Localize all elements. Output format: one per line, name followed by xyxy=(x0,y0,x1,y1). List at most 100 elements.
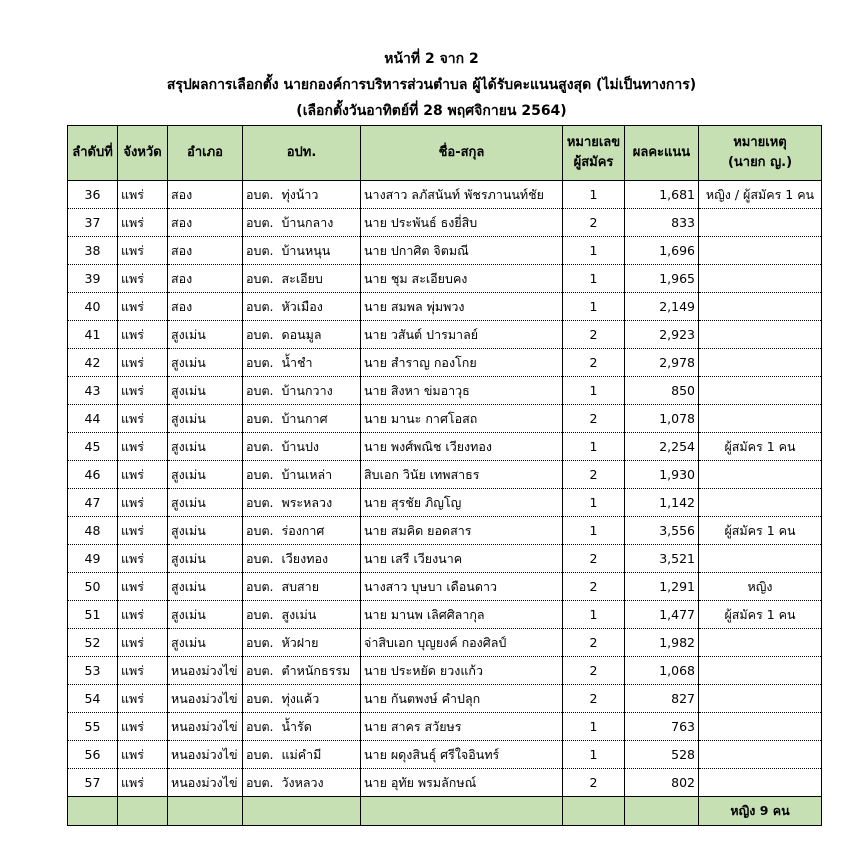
table-cell: 48 xyxy=(67,516,118,545)
table-cell: สิบเอก วินัย เทพสาธร xyxy=(360,460,563,489)
table-row: 46 แพร่ สูงเม่น อบต. บ้านเหล่า สิบเอก วินัย … xyxy=(67,460,822,489)
table-cell: อบต. แม่คำมี xyxy=(242,740,361,769)
table-cell: 2,254 xyxy=(624,432,699,461)
table-cell: อบต. บ้านกวาง xyxy=(242,376,361,405)
table-cell: นาย ผดุงสินธุ์ ศรีใจอินทร์ xyxy=(360,740,563,769)
header-text: จังหวัด xyxy=(123,145,162,160)
subtitle: (เลือกตั้งวันอาทิตย์ที่ 28 พฤศจิกายน 256… xyxy=(296,103,567,119)
footer-note: หญิง 9 คน xyxy=(698,796,822,826)
header-text: หมายเหตุ xyxy=(733,135,787,150)
table-cell: อบต. เวียงทอง xyxy=(242,544,361,573)
table-cell xyxy=(698,404,822,433)
table-row: 50 แพร่ สูงเม่น อบต. สบสาย นางสาว บุษบา เดือ… xyxy=(67,572,822,601)
table-cell: แพร่ xyxy=(117,740,168,769)
table-cell: ผู้สมัคร 1 คน xyxy=(698,432,822,461)
table-cell: 1 xyxy=(562,292,625,321)
table-cell: อบต. บ้านหนุน xyxy=(242,236,361,265)
table-cell xyxy=(698,740,822,769)
table-cell: 2 xyxy=(562,572,625,601)
table-cell: 2,923 xyxy=(624,320,699,349)
table-cell: สูงเม่น xyxy=(167,460,243,489)
table-cell xyxy=(698,376,822,405)
table-cell: หนองม่วงไข่ xyxy=(167,656,243,685)
footer-cell xyxy=(360,796,563,826)
table-cell: นาย ประพันธ์ ธงยี่สิบ xyxy=(360,208,563,237)
table-cell: 3,521 xyxy=(624,544,699,573)
table-cell: หนองม่วงไข่ xyxy=(167,712,243,741)
table-cell: 763 xyxy=(624,712,699,741)
table-cell: 833 xyxy=(624,208,699,237)
table-cell: 802 xyxy=(624,768,699,797)
table-cell: 2 xyxy=(562,404,625,433)
table-row: 42 แพร่ สูงเม่น อบต. น้ำชำ นาย สำราญ กองโกย 2… xyxy=(67,348,822,377)
table-cell: 1,930 xyxy=(624,460,699,489)
table-cell: 37 xyxy=(67,208,118,237)
table-cell: แพร่ xyxy=(117,656,168,685)
table-cell: อบต. น้ำรัด xyxy=(242,712,361,741)
column-header: ผลคะแนน xyxy=(624,125,699,181)
table-row: 45 แพร่ สูงเม่น อบต. บ้านปง นาย พงศ์พณิช เวี… xyxy=(67,432,822,461)
footer-cell xyxy=(624,796,699,826)
table-cell: สูงเม่น xyxy=(167,544,243,573)
table-row: 49 แพร่ สูงเม่น อบต. เวียงทอง นาย เสรี เวียง… xyxy=(67,544,822,573)
table-cell: แพร่ xyxy=(117,684,168,713)
table-cell: 1 xyxy=(562,740,625,769)
header-text: ผู้สมัคร xyxy=(573,155,614,170)
table-cell: แพร่ xyxy=(117,404,168,433)
table-cell: 2 xyxy=(562,208,625,237)
table-row: 41 แพร่ สูงเม่น อบต. ดอนมูล นาย วสันต์ ปารมา… xyxy=(67,320,822,349)
table-cell xyxy=(698,292,822,321)
table-cell xyxy=(698,348,822,377)
table-cell: 528 xyxy=(624,740,699,769)
column-header: หมายเลข ผู้สมัคร xyxy=(562,125,625,181)
table-cell xyxy=(698,656,822,685)
footer-cell xyxy=(67,796,118,826)
table-cell: 1 xyxy=(562,488,625,517)
table-cell: 55 xyxy=(67,712,118,741)
footer-cell xyxy=(242,796,361,826)
table-cell: แพร่ xyxy=(117,432,168,461)
table-cell: 40 xyxy=(67,292,118,321)
table-cell: 1 xyxy=(562,712,625,741)
table-cell: สูงเม่น xyxy=(167,320,243,349)
table-cell: 1,696 xyxy=(624,236,699,265)
table-cell: สูงเม่น xyxy=(167,432,243,461)
table-cell: สอง xyxy=(167,292,243,321)
table-cell: สูงเม่น xyxy=(167,572,243,601)
page-number: หน้าที่ 2 จาก 2 xyxy=(384,51,479,67)
table-cell: สูงเม่น xyxy=(167,488,243,517)
table-cell: 1,477 xyxy=(624,600,699,629)
table-body: 36 แพร่ สอง อบต. ทุ่งน้าว นางสาว ลภัสนันท์ พ… xyxy=(67,180,822,826)
table-cell: หญิง / ผู้สมัคร 1 คน xyxy=(698,180,822,209)
table-cell: จ่าสิบเอก บุญยงค์ กองศิลป์ xyxy=(360,628,563,657)
table-cell: อบต. สูงเม่น xyxy=(242,600,361,629)
table-cell: สอง xyxy=(167,208,243,237)
table-cell xyxy=(698,768,822,797)
table-cell: 47 xyxy=(67,488,118,517)
table-cell: อบต. ทุ่งน้าว xyxy=(242,180,361,209)
header-row: ลำดับที่ จังหวัด อำเภอ อปท. ชื่อ-สกุล หมายเลข… xyxy=(67,125,822,181)
table-cell: 1,982 xyxy=(624,628,699,657)
table-cell: 1,965 xyxy=(624,264,699,293)
header-text: (นายก ญ.) xyxy=(727,155,793,170)
table-cell: นาย ชุม สะเอียบคง xyxy=(360,264,563,293)
table-cell: 45 xyxy=(67,432,118,461)
table-cell: นาย เสรี เวียงนาค xyxy=(360,544,563,573)
footer-cell xyxy=(562,796,625,826)
table-cell: 1 xyxy=(562,600,625,629)
table-cell: นาย พงศ์พณิช เวียงทอง xyxy=(360,432,563,461)
table-cell: อบต. บ้านเหล่า xyxy=(242,460,361,489)
table-cell: 42 xyxy=(67,348,118,377)
table-cell: 3,556 xyxy=(624,516,699,545)
table-cell: 2 xyxy=(562,348,625,377)
table-cell: แพร่ xyxy=(117,628,168,657)
table-cell: แพร่ xyxy=(117,488,168,517)
table-row: 51 แพร่ สูงเม่น อบต. สูงเม่น นาย มานพ เลิศศิ… xyxy=(67,600,822,629)
table-cell: แพร่ xyxy=(117,600,168,629)
table-cell: อบต. ดอนมูล xyxy=(242,320,361,349)
table-cell: อบต. หัวเมือง xyxy=(242,292,361,321)
table-cell: สอง xyxy=(167,236,243,265)
header-text: อปท. xyxy=(286,145,317,160)
table-cell: แพร่ xyxy=(117,264,168,293)
